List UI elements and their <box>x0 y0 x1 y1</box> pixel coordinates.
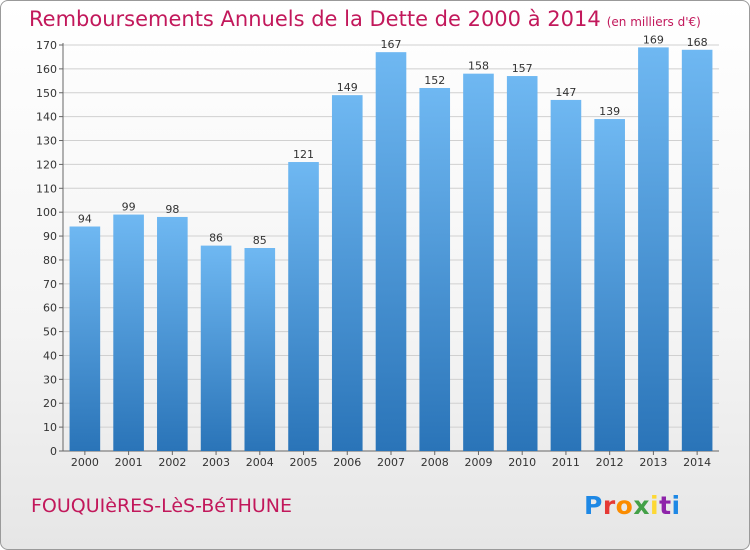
y-tick-label: 0 <box>50 445 57 458</box>
chart-title-text: Remboursements Annuels de la Dette de 20… <box>29 7 601 31</box>
bar-2014 <box>681 49 713 452</box>
data-label: 86 <box>209 232 223 245</box>
x-tick-label: 2013 <box>639 456 667 469</box>
x-tick-label: 2014 <box>683 456 711 469</box>
x-tick-label: 2003 <box>202 456 230 469</box>
y-tick-label: 60 <box>43 302 57 315</box>
x-tick-label: 2010 <box>508 456 536 469</box>
y-tick-label: 130 <box>36 135 57 148</box>
bar-2010 <box>506 76 538 451</box>
bar-2012 <box>594 119 625 452</box>
x-tick-label: 2005 <box>290 456 318 469</box>
data-label: 149 <box>337 81 358 94</box>
y-tick-label: 120 <box>36 158 57 171</box>
x-tick-label: 2008 <box>421 456 449 469</box>
y-tick-label: 30 <box>43 373 57 386</box>
x-tick-label: 2004 <box>246 456 274 469</box>
x-tick-label: 2002 <box>158 456 186 469</box>
data-label: 158 <box>468 60 489 73</box>
y-tick-label: 90 <box>43 230 57 243</box>
data-label: 147 <box>555 86 576 99</box>
x-tick-label: 2009 <box>464 456 492 469</box>
x-tick-label: 2000 <box>71 456 99 469</box>
bar-2008 <box>419 87 451 452</box>
x-tick-label: 2007 <box>377 456 405 469</box>
x-tick-label: 2012 <box>596 456 624 469</box>
data-label: 121 <box>293 148 314 161</box>
data-label: 139 <box>599 105 620 118</box>
data-label: 169 <box>643 33 664 46</box>
y-tick-label: 150 <box>36 87 57 100</box>
bar-2007 <box>375 52 407 452</box>
bar-2006 <box>331 95 363 451</box>
y-tick-label: 140 <box>36 111 57 124</box>
y-tick-label: 170 <box>36 39 57 52</box>
data-label: 167 <box>381 38 402 51</box>
x-tick-label: 2006 <box>333 456 361 469</box>
bar-2002 <box>157 216 188 451</box>
y-tick-label: 10 <box>43 421 57 434</box>
bars <box>69 47 713 452</box>
y-tick-label: 110 <box>36 182 57 195</box>
y-tick-label: 100 <box>36 206 57 219</box>
y-tick-label: 50 <box>43 326 57 339</box>
bar-2003 <box>200 245 232 451</box>
y-tick-label: 160 <box>36 63 57 76</box>
data-label: 168 <box>687 36 708 49</box>
chart-subtitle: (en milliers d'€) <box>606 15 701 29</box>
data-label: 94 <box>78 213 92 226</box>
bar-2000 <box>69 226 101 451</box>
data-label: 98 <box>165 203 179 216</box>
data-label: 85 <box>253 234 267 247</box>
y-tick-label: 80 <box>43 254 57 267</box>
data-label: 99 <box>122 201 136 214</box>
commune-name: FOUQUIèRES-LèS-BéTHUNE <box>31 495 292 517</box>
labels: 94 2000 99 2001 98 2002 86 2003 85 2004 121 2005 149… <box>71 33 711 469</box>
y-tick-label: 20 <box>43 397 57 410</box>
x-tick-label: 2011 <box>552 456 580 469</box>
y-tick-label: 40 <box>43 349 57 362</box>
chart-title: Remboursements Annuels de la Dette de 20… <box>29 7 701 31</box>
bar-2005 <box>288 162 319 451</box>
data-label: 157 <box>512 62 533 75</box>
x-tick-label: 2001 <box>115 456 143 469</box>
proxiti-logo[interactable]: Proxiti <box>584 491 681 520</box>
bar-2001 <box>113 214 144 451</box>
bar-2011 <box>550 99 582 451</box>
data-label: 152 <box>424 74 445 87</box>
bar-2013 <box>638 47 669 451</box>
bar-2009 <box>463 73 494 452</box>
bar-2004 <box>244 248 276 451</box>
y-tick-label: 70 <box>43 278 57 291</box>
